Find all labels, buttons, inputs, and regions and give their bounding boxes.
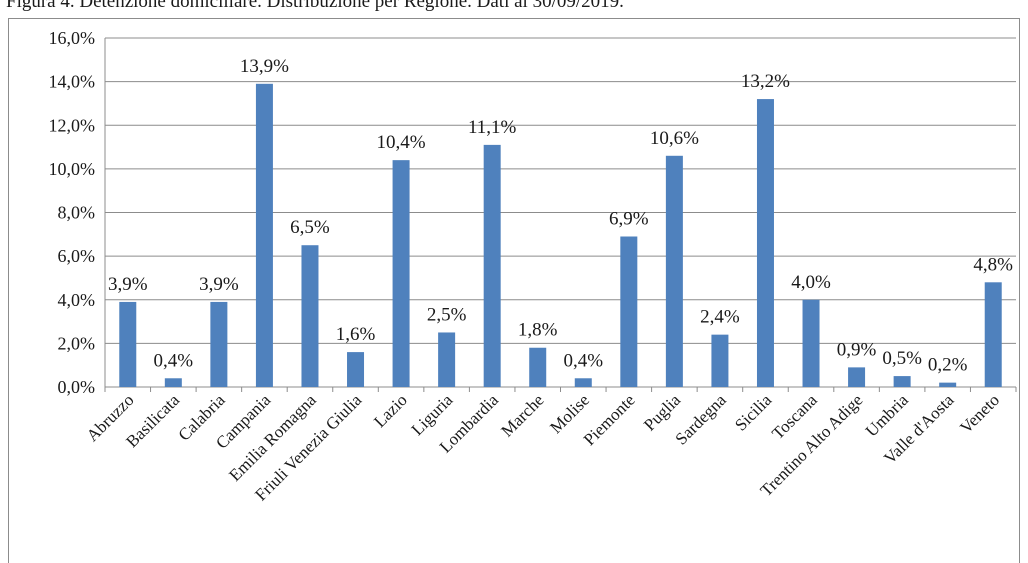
x-tick-label: Veneto (956, 390, 1003, 437)
bar-piemonte (620, 236, 638, 387)
bar-campania (255, 83, 273, 388)
bar-trentino-alto-adige (848, 367, 866, 387)
bar-sicilia (756, 99, 774, 387)
x-tick-label: Lazio (370, 390, 411, 431)
bar-lazio (392, 160, 410, 387)
data-label: 6,9% (609, 208, 649, 229)
data-label: 0,9% (837, 339, 877, 360)
y-tick-label: 16,0% (49, 28, 96, 48)
bar-basilicata (164, 378, 182, 387)
y-tick-label: 0,0% (58, 377, 96, 397)
data-label: 2,4% (700, 307, 740, 328)
bar-umbria (893, 376, 911, 387)
bar-abruzzo (119, 301, 137, 387)
bar-veneto (984, 282, 1002, 387)
data-label: 10,4% (377, 132, 426, 153)
figure-caption: Figura 4. Detenzione domiciliare. Distri… (6, 0, 624, 12)
data-label: 11,1% (468, 117, 517, 138)
data-label: 0,4% (563, 350, 603, 371)
data-label: 4,0% (791, 272, 831, 293)
bar-emilia-romagna (301, 245, 319, 387)
x-tick-label: Sardegna (672, 390, 730, 448)
bar-lombardia (483, 144, 501, 387)
y-tick-label: 8,0% (58, 203, 96, 223)
bar-sardegna (711, 334, 729, 387)
data-label: 13,2% (741, 71, 790, 92)
data-label: 0,4% (154, 350, 194, 371)
y-tick-label: 6,0% (58, 246, 96, 266)
bar-toscana (802, 299, 820, 387)
bar-molise (574, 378, 592, 387)
x-tick-label: Piemonte (580, 390, 639, 449)
data-label: 3,9% (199, 274, 239, 295)
bar-valle-d-aosta (939, 382, 957, 387)
chart-frame (8, 18, 1020, 563)
y-tick-label: 2,0% (58, 333, 96, 353)
bar-calabria (210, 301, 228, 387)
bar-liguria (438, 332, 456, 387)
data-label: 1,6% (336, 324, 376, 345)
data-label: 0,2% (928, 355, 968, 376)
y-tick-label: 4,0% (58, 290, 96, 310)
y-tick-label: 12,0% (49, 115, 96, 135)
data-label: 4,8% (973, 254, 1013, 275)
data-label: 13,9% (240, 56, 289, 77)
bar-friuli-venezia-giulia (347, 352, 365, 387)
data-label: 0,5% (882, 348, 922, 369)
bar-marche (529, 347, 547, 387)
y-tick-label: 10,0% (49, 159, 96, 179)
data-label: 10,6% (650, 128, 699, 149)
data-label: 2,5% (427, 304, 467, 325)
bar-puglia (665, 155, 683, 387)
data-label: 1,8% (518, 320, 558, 341)
y-tick-label: 14,0% (49, 72, 96, 92)
x-tick-label: Marche (497, 390, 547, 440)
data-label: 3,9% (108, 274, 148, 295)
data-label: 6,5% (290, 217, 330, 238)
